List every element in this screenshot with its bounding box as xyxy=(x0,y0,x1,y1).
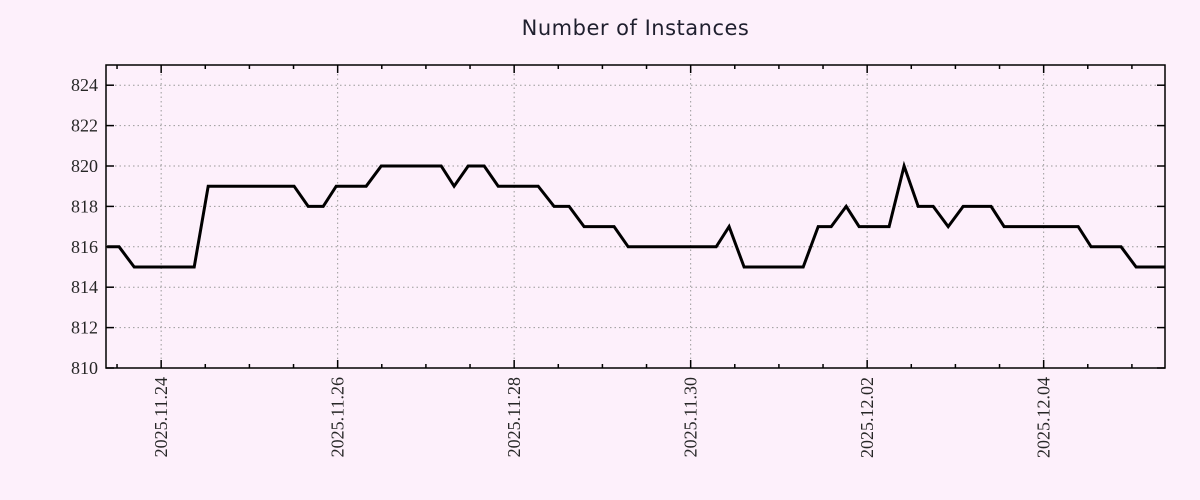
y-tick-label: 824 xyxy=(71,75,98,95)
x-tick-label: 2025.11.24 xyxy=(151,377,171,457)
y-tick-label: 820 xyxy=(71,156,98,176)
x-tick-label: 2025.11.30 xyxy=(681,377,701,457)
x-tick-label: 2025.12.02 xyxy=(857,377,877,458)
y-tick-label: 810 xyxy=(71,358,98,378)
y-tick-label: 812 xyxy=(71,318,98,338)
series-line-instances xyxy=(107,160,1165,269)
x-tick-label: 2025.12.04 xyxy=(1034,377,1054,458)
y-tick-label: 816 xyxy=(71,237,98,257)
chart-title: Number of Instances xyxy=(521,16,750,40)
y-tick-label: 814 xyxy=(71,277,98,297)
x-tick-label: 2025.11.26 xyxy=(328,377,348,457)
y-tick-label: 822 xyxy=(71,116,98,136)
plot-border xyxy=(105,64,1166,369)
y-tick-label: 818 xyxy=(71,196,98,216)
x-tick-label: 2025.11.28 xyxy=(504,377,524,457)
